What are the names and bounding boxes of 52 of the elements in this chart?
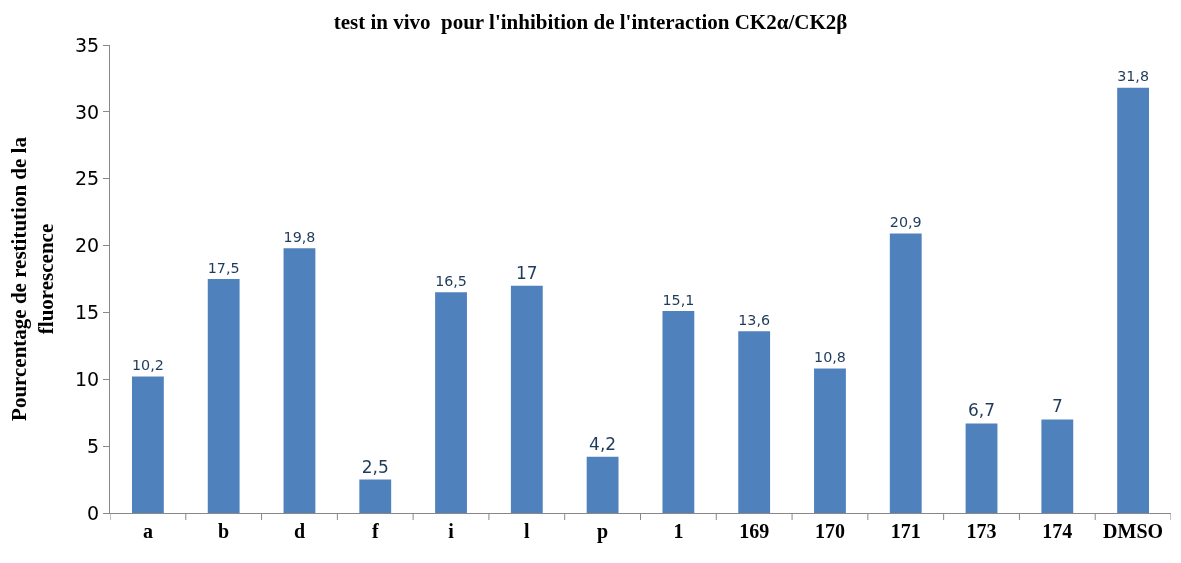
bar <box>814 368 846 513</box>
x-tick-label: p <box>597 520 609 543</box>
data-label: 2,5 <box>361 456 389 477</box>
x-tick-label: l <box>524 520 531 542</box>
bar <box>965 423 998 513</box>
x-tick-label: a <box>142 520 153 542</box>
bar <box>131 376 164 513</box>
x-tick-label: 169 <box>739 520 770 542</box>
bar <box>359 479 392 513</box>
y-tick-label: 5 <box>87 434 100 457</box>
bar <box>283 248 316 513</box>
y-tick-label: 20 <box>75 234 100 257</box>
data-label: 4,2 <box>589 433 617 454</box>
x-tick-label: 173 <box>966 520 997 542</box>
bar <box>738 331 771 513</box>
x-tick-label: d <box>293 520 306 542</box>
x-tick-label: 171 <box>890 520 921 542</box>
data-label: 16,5 <box>435 273 467 290</box>
bar <box>662 311 695 513</box>
bar <box>510 285 543 513</box>
y-tick-label: 35 <box>75 33 100 56</box>
y-tick-label: 30 <box>75 100 100 123</box>
data-label: 10,8 <box>814 349 846 366</box>
y-tick-label: 10 <box>75 367 100 390</box>
data-label: 31,8 <box>1117 68 1150 85</box>
x-tick-label: 174 <box>1042 520 1073 542</box>
data-label: 17,5 <box>207 259 240 276</box>
data-label: 13,6 <box>738 311 771 328</box>
y-axis-title: Pourcentage de restitution de la fluorescence <box>6 136 59 421</box>
bar <box>1117 87 1150 513</box>
bar <box>889 233 922 513</box>
data-label: 10,2 <box>131 357 164 374</box>
x-tick-label: 1 <box>673 520 684 542</box>
bar <box>207 279 240 513</box>
bar <box>586 456 619 513</box>
y-tick-label: 15 <box>75 301 100 324</box>
x-tick-label: i <box>448 520 455 542</box>
x-tick-label: b <box>218 520 230 542</box>
data-label: 19,8 <box>283 228 316 245</box>
chart-title: test in vivo pour l'inhibition de l'interaction CK2α/CK2β <box>333 9 848 34</box>
y-tick-label: 0 <box>87 501 100 524</box>
data-label: 20,9 <box>889 214 922 231</box>
x-tick-label: DMSO <box>1103 520 1164 542</box>
y-tick-label: 25 <box>75 167 100 190</box>
data-label: 17 <box>516 262 538 283</box>
bar <box>1041 419 1074 513</box>
bar <box>435 292 467 513</box>
data-label: 15,1 <box>662 291 695 308</box>
data-label: 7 <box>1051 396 1063 417</box>
x-tick-label: f <box>371 520 379 542</box>
x-tick-label: 170 <box>814 520 845 542</box>
data-label: 6,7 <box>968 400 996 421</box>
